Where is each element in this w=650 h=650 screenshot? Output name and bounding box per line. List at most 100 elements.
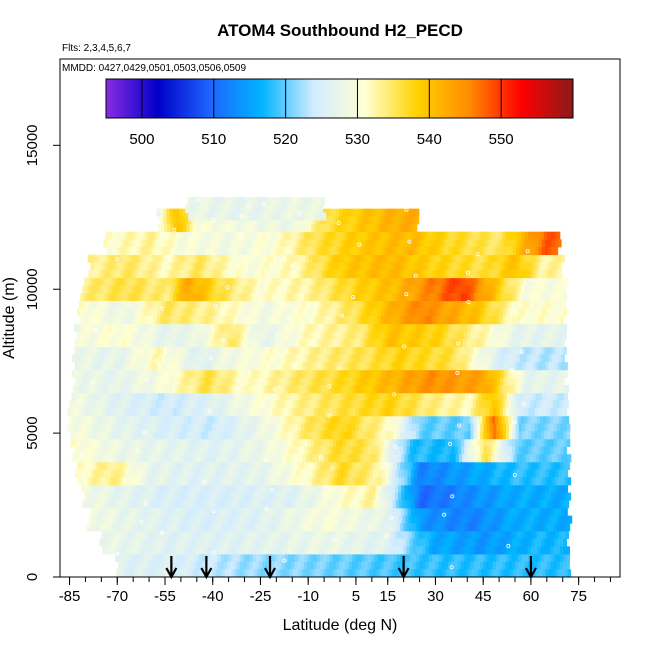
heatmap-cell: [310, 431, 315, 440]
heatmap-cell: [293, 500, 298, 509]
heatmap-cell: [157, 323, 161, 332]
heatmap-cell: [420, 392, 424, 401]
heatmap-cell: [447, 415, 451, 424]
heatmap-cell: [240, 523, 244, 532]
heatmap-cell: [73, 446, 78, 455]
heatmap-cell: [289, 377, 293, 386]
heatmap-cell: [166, 431, 171, 440]
heatmap-cell: [416, 438, 420, 447]
heatmap-cell: [365, 523, 369, 532]
heatmap-cell: [182, 438, 187, 447]
heatmap-cell: [547, 546, 551, 555]
heatmap-cell: [190, 454, 194, 463]
heatmap-cell: [234, 377, 239, 386]
heatmap-cell: [535, 362, 540, 371]
heatmap-cell: [556, 538, 561, 547]
heatmap-cell: [154, 362, 159, 371]
heatmap-cell: [240, 346, 244, 355]
heatmap-cell: [326, 546, 330, 555]
heatmap-cell: [96, 438, 100, 447]
heatmap-cell: [314, 377, 319, 386]
heatmap-cell: [271, 415, 275, 424]
heatmap-cell: [81, 339, 85, 348]
heatmap-cell: [210, 385, 214, 394]
heatmap-cell: [467, 538, 471, 547]
heatmap-cell: [342, 538, 347, 547]
heatmap-cell: [461, 507, 466, 516]
heatmap-cell: [220, 331, 225, 340]
heatmap-cell: [294, 438, 299, 447]
heatmap-cell: [423, 339, 428, 348]
heatmap-cell: [196, 377, 200, 386]
heatmap-cell: [473, 561, 478, 570]
heatmap-cell: [523, 385, 528, 394]
heatmap-cell: [552, 530, 557, 540]
heatmap-cell: [260, 392, 264, 401]
heatmap-cell: [215, 354, 220, 363]
heatmap-cell: [435, 546, 439, 555]
heatmap-cell: [439, 569, 444, 577]
heatmap-cell: [364, 431, 369, 440]
heatmap-cell: [352, 446, 356, 455]
heatmap-cell: [432, 431, 436, 440]
heatmap-cell: [549, 500, 554, 509]
heatmap-cell: [467, 346, 471, 355]
heatmap-cell: [301, 408, 305, 417]
heatmap-cell: [165, 385, 170, 394]
heatmap-cell: [313, 423, 318, 432]
heatmap-cell: [257, 354, 261, 363]
heatmap-cell: [365, 477, 370, 486]
heatmap-cell: [534, 438, 539, 447]
heatmap-cell: [277, 385, 282, 394]
heatmap-cell: [380, 431, 385, 440]
heatmap-cell: [497, 492, 501, 501]
heatmap-cell: [551, 477, 556, 486]
heatmap-cell: [243, 523, 248, 532]
heatmap-cell: [102, 523, 107, 532]
heatmap-cell: [497, 392, 501, 401]
heatmap-cell: [232, 530, 237, 540]
heatmap-cell: [166, 553, 171, 563]
heatmap-cell: [450, 515, 454, 524]
heatmap-cell: [116, 484, 121, 493]
heatmap-cell: [552, 415, 557, 424]
heatmap-cell: [323, 331, 327, 340]
heatmap-cell: [460, 331, 465, 340]
heatmap-cell: [278, 408, 283, 417]
heatmap-cell: [369, 354, 373, 363]
heatmap-cell: [452, 507, 456, 516]
heatmap-cell: [444, 546, 449, 555]
heatmap-cell: [368, 331, 372, 340]
heatmap-cell: [359, 569, 364, 577]
heatmap-cell: [100, 507, 104, 516]
heatmap-cell: [408, 400, 413, 409]
heatmap-cell: [538, 377, 543, 386]
heatmap-cell: [249, 561, 254, 570]
heatmap-cell: [162, 400, 166, 409]
heatmap-cell: [373, 385, 378, 394]
heatmap-cell: [564, 469, 569, 478]
heatmap-cell: [336, 323, 340, 332]
heatmap-cell: [348, 431, 353, 440]
heatmap-cell: [372, 469, 377, 478]
heatmap-cell: [362, 392, 367, 401]
heatmap-cell: [160, 538, 164, 547]
heatmap-cell: [129, 477, 133, 486]
heatmap-cell: [256, 446, 260, 455]
heatmap-cell: [236, 546, 241, 555]
heatmap-cell: [191, 515, 195, 524]
heatmap-cell: [220, 431, 225, 440]
heatmap-cell: [221, 477, 226, 486]
heatmap-cell: [406, 323, 411, 332]
heatmap-cell: [132, 484, 137, 493]
heatmap-cell: [369, 377, 373, 386]
heatmap-cell: [95, 400, 99, 409]
heatmap-cell: [103, 484, 108, 493]
heatmap-cell: [240, 438, 244, 447]
heatmap-cell: [538, 484, 543, 493]
heatmap-cell: [468, 469, 473, 478]
heatmap-cell: [383, 546, 388, 555]
heatmap-cell: [108, 538, 113, 547]
heatmap-cell: [237, 492, 242, 501]
heatmap-cell: [280, 400, 285, 409]
